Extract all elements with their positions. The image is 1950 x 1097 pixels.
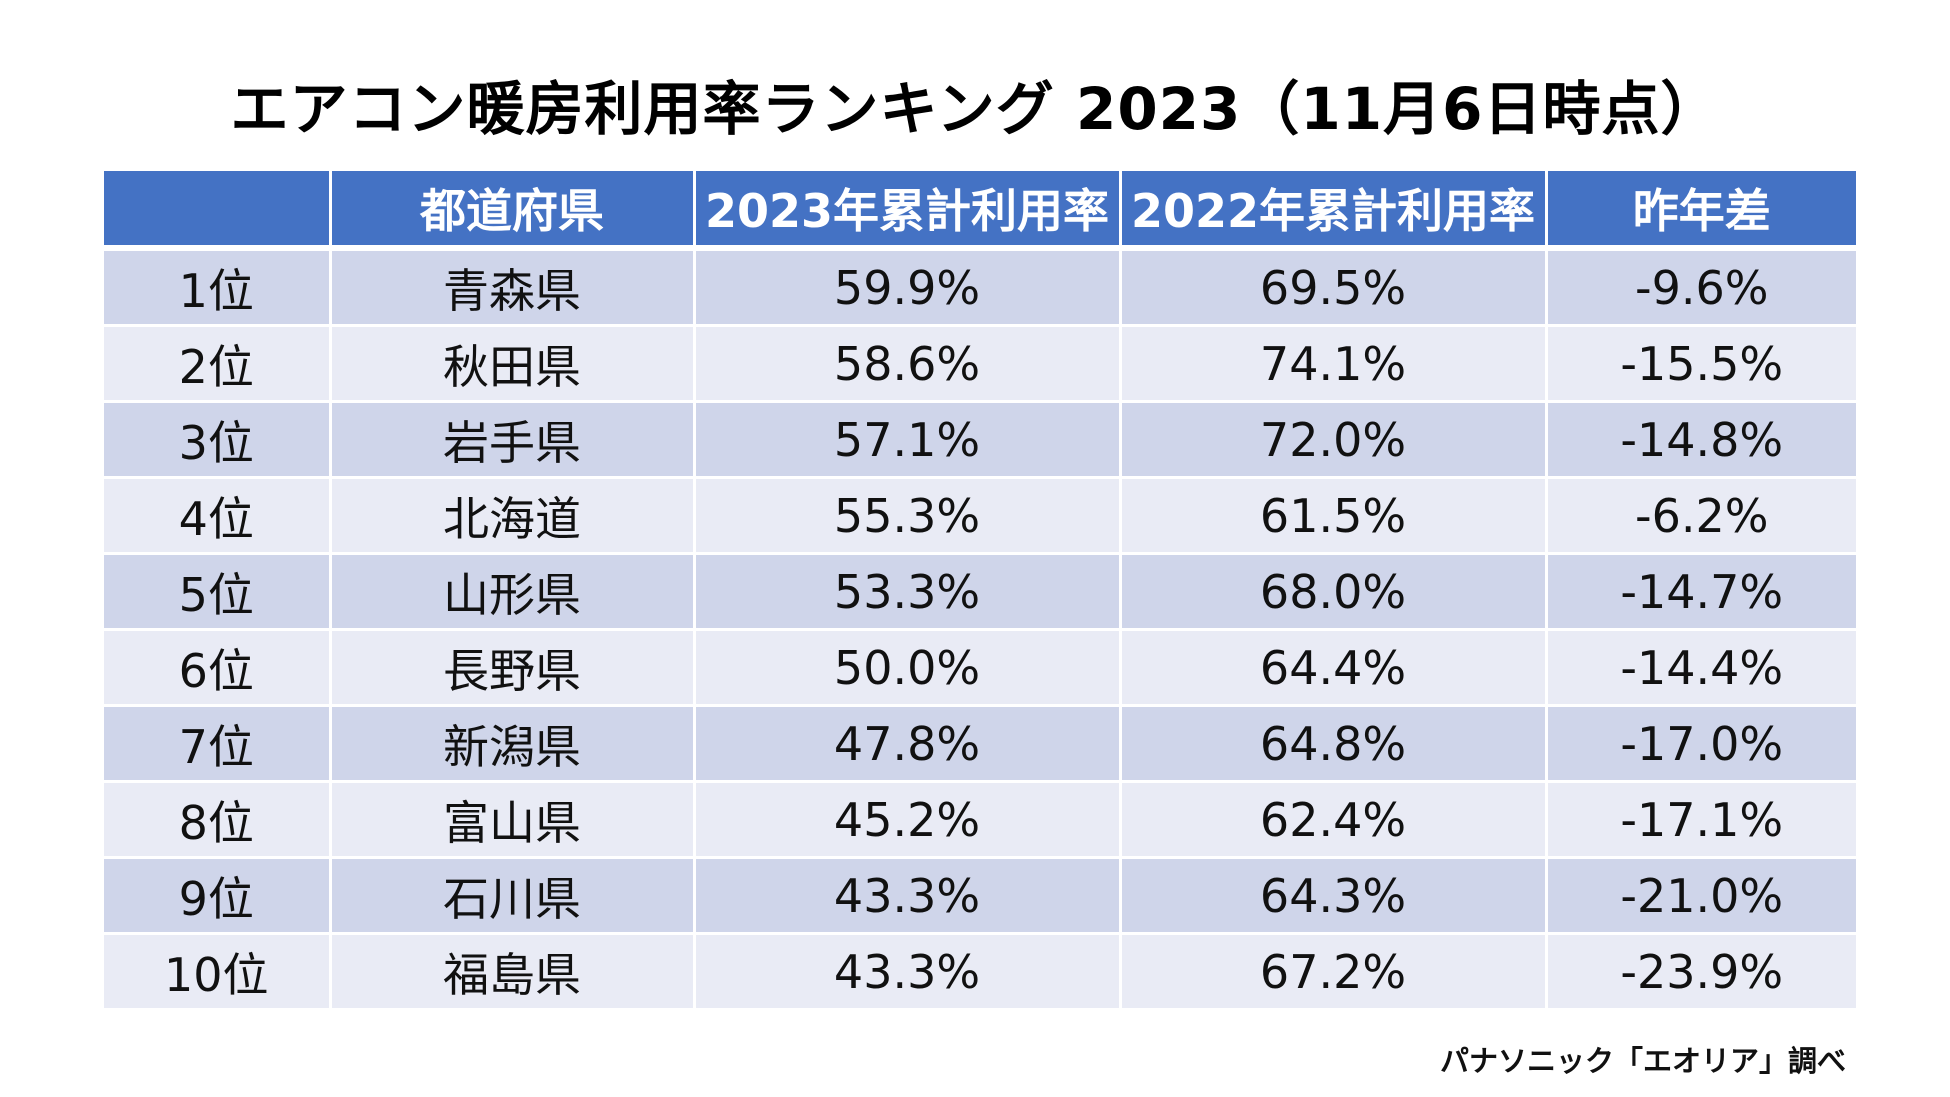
table-row: 4位 北海道 55.3% 61.5% -6.2% xyxy=(104,477,1856,555)
table-row: 9位 石川県 43.3% 64.3% -21.0% xyxy=(104,857,1856,935)
rate-2022-cell: 67.2% xyxy=(1120,933,1548,1011)
ranking-table: 都道府県 2023年累計利用率 2022年累計利用率 昨年差 1位 青森県 59… xyxy=(104,171,1856,1011)
diff-cell: -23.9% xyxy=(1546,933,1856,1011)
rate-2022-cell: 64.8% xyxy=(1120,705,1548,783)
rate-2022-cell: 62.4% xyxy=(1120,781,1548,859)
diff-cell: -15.5% xyxy=(1546,325,1856,403)
prefecture-cell: 秋田県 xyxy=(330,325,696,403)
header-prefecture: 都道府県 xyxy=(330,171,696,251)
chart-title: エアコン暖房利用率ランキング 2023（11月6日時点） xyxy=(230,75,1720,143)
prefecture-cell: 北海道 xyxy=(330,477,696,555)
diff-cell: -17.1% xyxy=(1546,781,1856,859)
prefecture-cell: 長野県 xyxy=(330,629,696,707)
rate-2022-cell: 64.3% xyxy=(1120,857,1548,935)
header-rate-2022: 2022年累計利用率 xyxy=(1120,171,1548,251)
rate-2023-cell: 59.9% xyxy=(694,248,1122,327)
rank-cell: 2位 xyxy=(104,325,332,403)
prefecture-cell: 福島県 xyxy=(330,933,696,1011)
source-note: パナソニック「エオリア」調べ xyxy=(1439,1044,1846,1078)
rate-2023-cell: 58.6% xyxy=(694,325,1122,403)
diff-cell: -14.8% xyxy=(1546,401,1856,479)
table-row: 8位 富山県 45.2% 62.4% -17.1% xyxy=(104,781,1856,859)
diff-cell: -21.0% xyxy=(1546,857,1856,935)
rate-2023-cell: 55.3% xyxy=(694,477,1122,555)
rank-cell: 7位 xyxy=(104,705,332,783)
rank-cell: 1位 xyxy=(104,248,332,327)
rate-2023-cell: 45.2% xyxy=(694,781,1122,859)
rank-cell: 4位 xyxy=(104,477,332,555)
rate-2023-cell: 53.3% xyxy=(694,553,1122,631)
rate-2022-cell: 61.5% xyxy=(1120,477,1548,555)
diff-cell: -14.7% xyxy=(1546,553,1856,631)
prefecture-cell: 青森県 xyxy=(330,248,696,327)
rate-2023-cell: 43.3% xyxy=(694,933,1122,1011)
prefecture-cell: 山形県 xyxy=(330,553,696,631)
diff-cell: -17.0% xyxy=(1546,705,1856,783)
rate-2022-cell: 68.0% xyxy=(1120,553,1548,631)
rate-2022-cell: 74.1% xyxy=(1120,325,1548,403)
table-row: 2位 秋田県 58.6% 74.1% -15.5% xyxy=(104,325,1856,403)
rate-2023-cell: 43.3% xyxy=(694,857,1122,935)
rate-2023-cell: 50.0% xyxy=(694,629,1122,707)
table-row: 5位 山形県 53.3% 68.0% -14.7% xyxy=(104,553,1856,631)
prefecture-cell: 新潟県 xyxy=(330,705,696,783)
table-row: 1位 青森県 59.9% 69.5% -9.6% xyxy=(104,248,1856,327)
table-row: 7位 新潟県 47.8% 64.8% -17.0% xyxy=(104,705,1856,783)
header-rate-2023: 2023年累計利用率 xyxy=(694,171,1122,251)
rank-cell: 8位 xyxy=(104,781,332,859)
prefecture-cell: 富山県 xyxy=(330,781,696,859)
table-row: 10位 福島県 43.3% 67.2% -23.9% xyxy=(104,933,1856,1011)
diff-cell: -14.4% xyxy=(1546,629,1856,707)
rate-2023-cell: 47.8% xyxy=(694,705,1122,783)
rank-cell: 3位 xyxy=(104,401,332,479)
diff-cell: -6.2% xyxy=(1546,477,1856,555)
rank-cell: 6位 xyxy=(104,629,332,707)
rank-cell: 5位 xyxy=(104,553,332,631)
rate-2022-cell: 72.0% xyxy=(1120,401,1548,479)
header-rank xyxy=(104,171,332,251)
prefecture-cell: 石川県 xyxy=(330,857,696,935)
rank-cell: 10位 xyxy=(104,933,332,1011)
header-row: 都道府県 2023年累計利用率 2022年累計利用率 昨年差 xyxy=(104,171,1856,251)
rate-2022-cell: 64.4% xyxy=(1120,629,1548,707)
table-row: 3位 岩手県 57.1% 72.0% -14.8% xyxy=(104,401,1856,479)
rate-2023-cell: 57.1% xyxy=(694,401,1122,479)
prefecture-cell: 岩手県 xyxy=(330,401,696,479)
header-diff: 昨年差 xyxy=(1546,171,1856,251)
table-row: 6位 長野県 50.0% 64.4% -14.4% xyxy=(104,629,1856,707)
rank-cell: 9位 xyxy=(104,857,332,935)
rate-2022-cell: 69.5% xyxy=(1120,248,1548,327)
diff-cell: -9.6% xyxy=(1546,248,1856,327)
